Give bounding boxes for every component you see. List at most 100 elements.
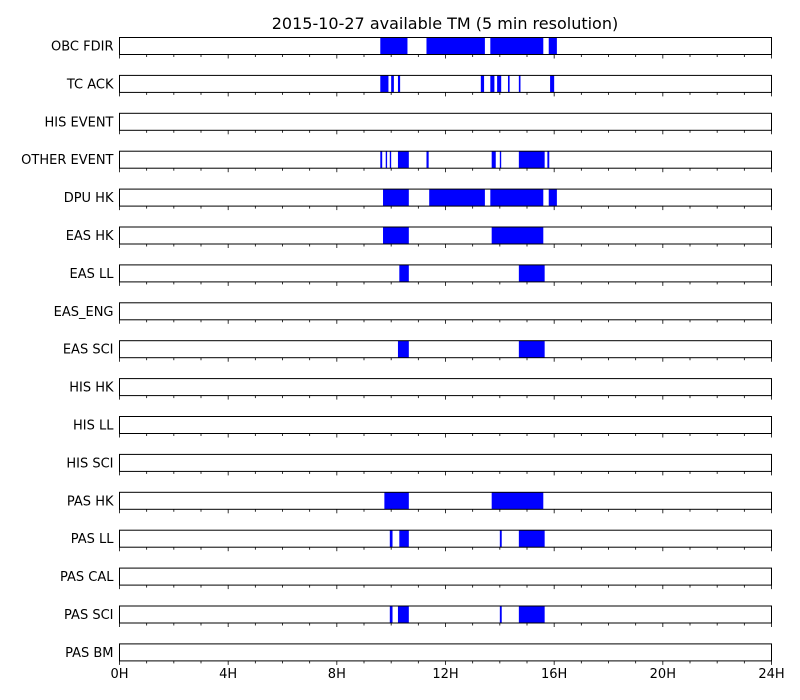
availability-bar [499, 151, 502, 169]
availability-bar [550, 75, 555, 93]
row-tc-ack: TC ACK [66, 74, 772, 97]
row-his-hk: HIS HK [69, 378, 772, 400]
availability-bar [383, 189, 409, 207]
row-frame [119, 226, 772, 245]
availability-bar [397, 606, 409, 623]
row-frame [119, 416, 772, 434]
row-frame [119, 302, 772, 321]
row-label: TC ACK [66, 77, 114, 92]
row-label: HIS SCI [66, 456, 113, 471]
row-frame [119, 378, 772, 397]
row-his-sci: HIS SCI [66, 453, 772, 476]
row-frame [119, 112, 772, 131]
row-frame [119, 340, 772, 359]
availability-bar [380, 75, 389, 93]
row-label: OTHER EVENT [21, 153, 113, 168]
availability-bar [491, 151, 496, 169]
row-label: PAS LL [71, 532, 115, 547]
row-pas-cal: PAS CAL [60, 567, 772, 590]
availability-bar [490, 75, 495, 93]
availability-bar [399, 530, 409, 548]
availability-bar [385, 151, 388, 169]
row-pas-hk: PAS HK [67, 491, 772, 514]
availability-bar [548, 37, 557, 55]
availability-bar [518, 264, 545, 282]
row-his-event: HIS EVENT [45, 112, 772, 135]
row-label: HIS LL [73, 419, 114, 434]
row-eas-hk: EAS HK [66, 226, 772, 248]
row-frame [119, 567, 772, 586]
x-tick-label: 24H [758, 667, 784, 682]
row-label: EAS_ENG [54, 305, 114, 320]
row-obc-fdir: OBC FDIR [51, 37, 772, 59]
x-axis: 0H 4H 8H 12H 16H 20H 24H [110, 667, 784, 682]
availability-bar [397, 151, 409, 169]
row-label: PAS SCI [64, 608, 113, 623]
availability-bar [491, 492, 544, 510]
timeline-rows: OBC FDIR TC ACK HIS EVENT OTHER EVENT DPU HK… [21, 37, 772, 665]
availability-bar [397, 75, 401, 93]
row-dpu-hk: DPU HK [64, 188, 772, 211]
availability-bar [389, 606, 393, 623]
availability-bar [490, 189, 544, 207]
row-label: EAS SCI [63, 343, 114, 358]
availability-bar [480, 75, 485, 93]
row-frame [119, 491, 772, 510]
row-pas-bm: PAS BM [65, 643, 772, 665]
availability-bar [380, 37, 408, 55]
availability-bar [547, 151, 550, 169]
availability-bar [499, 606, 502, 623]
row-label: PAS HK [67, 494, 114, 509]
row-label: PAS CAL [60, 570, 114, 585]
availability-bar [518, 530, 545, 548]
x-tick-label: 0H [110, 667, 128, 682]
row-other-event: OTHER EVENT [21, 150, 772, 173]
x-tick-label: 12H [432, 667, 458, 682]
availability-bar [384, 492, 409, 510]
row-label: EAS HK [66, 229, 114, 244]
availability-bar [391, 75, 394, 93]
row-label: EAS LL [70, 267, 115, 282]
availability-bar [383, 227, 409, 244]
availability-bar [548, 189, 557, 207]
x-tick-label: 8H [328, 667, 346, 682]
row-eas-eng: EAS_ENG [54, 302, 772, 324]
availability-bar [518, 340, 545, 358]
availability-bar [380, 151, 383, 169]
x-tick-label: 20H [650, 667, 676, 682]
row-frame [119, 643, 772, 662]
availability-bar [399, 264, 409, 282]
row-frame [119, 264, 772, 283]
row-label: HIS EVENT [45, 115, 114, 130]
availability-bar [397, 340, 409, 358]
availability-bar [507, 75, 510, 93]
availability-bar [518, 75, 521, 93]
availability-bar [491, 227, 544, 244]
row-frame [119, 453, 772, 472]
x-tick-label: 16H [541, 667, 567, 682]
row-pas-ll: PAS LL [71, 529, 772, 552]
row-frame [119, 74, 772, 93]
chart-title: 2015-10-27 available TM (5 min resolutio… [272, 14, 618, 33]
availability-bar [426, 37, 485, 55]
row-frame [119, 529, 772, 548]
row-label: HIS HK [69, 381, 114, 396]
availability-bar [389, 151, 392, 169]
availability-bar [499, 530, 502, 548]
row-pas-sci: PAS SCI [64, 605, 772, 627]
row-frame [119, 605, 772, 624]
availability-bar [518, 151, 545, 169]
row-his-ll: HIS LL [73, 416, 772, 438]
availability-bar [497, 75, 502, 93]
row-label: DPU HK [64, 191, 114, 206]
availability-bar [426, 151, 429, 169]
row-label: OBC FDIR [51, 40, 114, 55]
availability-bar [490, 37, 544, 55]
availability-bar [389, 530, 393, 548]
availability-bar [429, 189, 485, 207]
row-frame [119, 150, 772, 169]
x-tick-label: 4H [219, 667, 237, 682]
row-eas-ll: EAS LL [70, 264, 772, 286]
row-eas-sci: EAS SCI [63, 340, 772, 362]
